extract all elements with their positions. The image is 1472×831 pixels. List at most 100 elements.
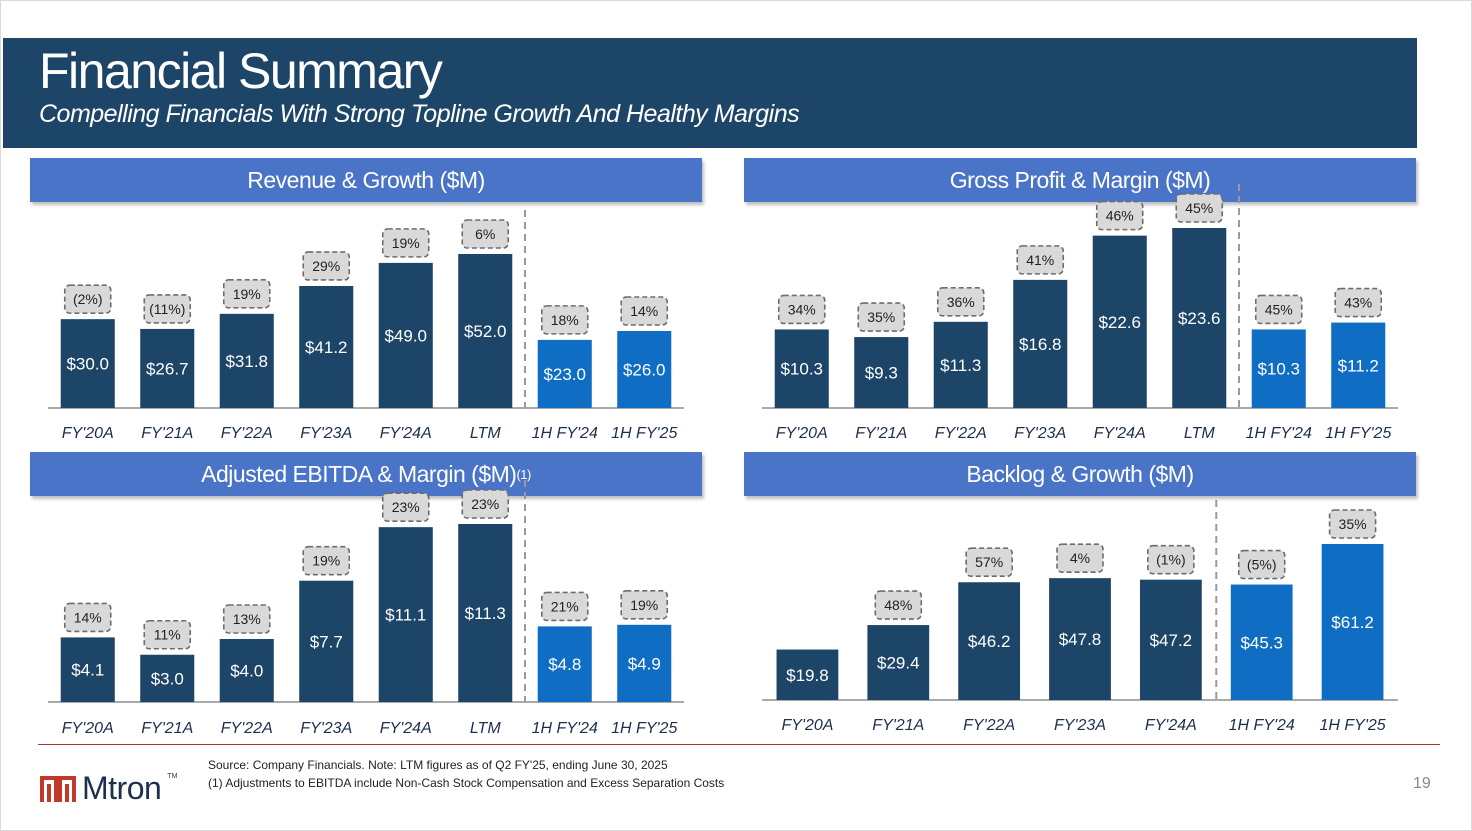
revenue-pct-box xyxy=(302,251,351,281)
revenue-pct-box xyxy=(63,284,112,314)
revenue-pct-label: 14% xyxy=(630,303,658,319)
ebitda-category-label: LTM xyxy=(470,720,501,737)
backlog-pct-label: 4% xyxy=(1070,550,1090,566)
revenue-bar xyxy=(140,328,195,408)
backlog-category-label: FY'20A xyxy=(781,717,833,734)
revenue-value-label: $30.0 xyxy=(66,355,109,374)
backlog-title-text: Backlog & Growth ($M) xyxy=(966,460,1194,487)
backlog-pct-label: (5%) xyxy=(1247,557,1277,573)
backlog-category-label: FY'24A xyxy=(1145,717,1197,734)
revenue-bar xyxy=(219,313,274,408)
ebitda-bar xyxy=(299,580,354,702)
revenue-bar xyxy=(617,331,672,408)
backlog-value-label: $19.8 xyxy=(786,666,829,685)
gross-profit-category-label: 1H FY'25 xyxy=(1325,425,1391,442)
backlog-bar xyxy=(1321,544,1384,700)
ebitda-value-label: $4.1 xyxy=(71,661,104,680)
backlog-bar xyxy=(867,625,930,700)
backlog-bar xyxy=(776,649,839,700)
gross-profit-value-label: $23.6 xyxy=(1178,309,1221,328)
revenue-pct-label: (2%) xyxy=(73,291,103,307)
backlog-pct-label: 48% xyxy=(884,597,912,613)
ebitda-pct-box xyxy=(540,591,589,622)
gross-profit-pct-box xyxy=(936,287,985,317)
revenue-value-label: $23.0 xyxy=(543,365,586,384)
revenue-bar xyxy=(60,319,115,408)
backlog-pct-box xyxy=(1328,509,1377,539)
revenue-pct-label: (11%) xyxy=(149,301,185,317)
ebitda-value-label: $4.9 xyxy=(628,654,661,673)
revenue-category-label: FY'24A xyxy=(380,425,432,442)
backlog-bar xyxy=(1230,584,1293,700)
revenue-value-label: $26.0 xyxy=(623,361,666,380)
backlog-chart: $19.8 FY'20A $29.4 FY'21A 48% $46.2 FY'22A 57% $… xyxy=(762,500,1398,734)
gross-profit-pct-box xyxy=(1175,193,1224,223)
ebitda-bar xyxy=(458,524,513,702)
gross-profit-bar xyxy=(1013,279,1068,408)
revenue-bar xyxy=(537,339,592,408)
ebitda-value-label: $7.7 xyxy=(310,632,343,651)
revenue-category-label: FY'23A xyxy=(300,425,352,442)
backlog-pct-label: 35% xyxy=(1339,516,1367,532)
gross-profit-value-label: $10.3 xyxy=(780,360,823,379)
backlog-category-label: FY'22A xyxy=(963,717,1015,734)
revenue-category-label: FY'22A xyxy=(221,425,273,442)
gross-profit-bar xyxy=(1251,329,1306,408)
gross-profit-bar xyxy=(1331,322,1386,408)
backlog-value-label: $47.2 xyxy=(1150,631,1193,650)
revenue-category-label: FY'21A xyxy=(141,425,193,442)
gross-profit-value-label: $10.3 xyxy=(1257,360,1300,379)
backlog-pct-label: 57% xyxy=(975,554,1003,570)
gross-profit-value-label: $9.3 xyxy=(865,364,898,383)
gross-profit-chart: $10.3 FY'20A 34% $9.3 FY'21A 35% $11.3 FY'22A 36… xyxy=(762,184,1398,442)
backlog-bar xyxy=(1139,579,1202,700)
ebitda-category-label: FY'20A xyxy=(62,720,114,737)
backlog-category-label: FY'23A xyxy=(1054,717,1106,734)
backlog-value-label: $45.3 xyxy=(1240,633,1283,652)
revenue-category-label: 1H FY'25 xyxy=(611,425,677,442)
ebitda-bar xyxy=(537,626,592,702)
footnote-text: (1) Adjustments to EBITDA include Non-Ca… xyxy=(208,776,725,790)
gross-profit-value-label: $11.2 xyxy=(1338,356,1379,375)
backlog-category-label: FY'21A xyxy=(872,717,924,734)
backlog-bar xyxy=(1049,578,1111,700)
ebitda-value-label: $11.1 xyxy=(385,606,426,625)
gross-profit-pct-box xyxy=(1016,245,1065,275)
revenue-pct-box xyxy=(143,294,192,324)
ebitda-pct-label: 23% xyxy=(392,499,420,515)
ebitda-bar xyxy=(60,637,115,702)
revenue-pct-label: 18% xyxy=(551,312,579,328)
gross-profit-category-label: LTM xyxy=(1184,425,1215,442)
ebitda-pct-label: 19% xyxy=(630,597,658,613)
gross-profit-pct-label: 36% xyxy=(947,294,975,310)
backlog-pct-box xyxy=(1237,549,1286,580)
mtron-logo-icon xyxy=(40,775,76,802)
revenue-panel-title: Revenue & Growth ($M) xyxy=(30,158,702,202)
ebitda-pct-box xyxy=(381,492,430,522)
ebitda-value-label: $4.8 xyxy=(548,655,581,674)
backlog-pct-label: (1%) xyxy=(1156,552,1186,568)
revenue-value-label: $41.2 xyxy=(305,338,348,357)
gross-profit-pct-label: 45% xyxy=(1265,301,1293,317)
revenue-pct-box xyxy=(381,228,430,258)
gross-profit-value-label: $22.6 xyxy=(1098,313,1141,332)
gross-profit-pct-label: 41% xyxy=(1026,252,1054,268)
gross-profit-category-label: FY'24A xyxy=(1094,425,1146,442)
gross-profit-panel-title: Gross Profit & Margin ($M) xyxy=(744,158,1416,202)
ebitda-title-footnote: (1) xyxy=(516,466,531,482)
backlog-category-label: 1H FY'25 xyxy=(1319,717,1385,734)
ebitda-pct-box xyxy=(222,604,271,634)
ebitda-category-label: 1H FY'25 xyxy=(611,720,677,737)
backlog-pct-box xyxy=(874,590,923,620)
revenue-pct-label: 6% xyxy=(475,226,495,242)
gross-profit-pct-label: 35% xyxy=(867,309,895,325)
ebitda-pct-label: 13% xyxy=(233,611,261,627)
mtron-logo: Mtron TM xyxy=(40,770,177,807)
revenue-chart: $30.0 FY'20A (2%) $26.7 FY'21A (11%) $31.8 FY'2… xyxy=(48,210,684,442)
page-subtitle: Compelling Financials With Strong Toplin… xyxy=(39,100,800,128)
revenue-pct-label: 19% xyxy=(233,286,261,302)
logo-text: Mtron xyxy=(82,770,162,806)
gross-profit-value-label: $16.8 xyxy=(1019,335,1062,354)
revenue-category-label: FY'20A xyxy=(62,425,114,442)
